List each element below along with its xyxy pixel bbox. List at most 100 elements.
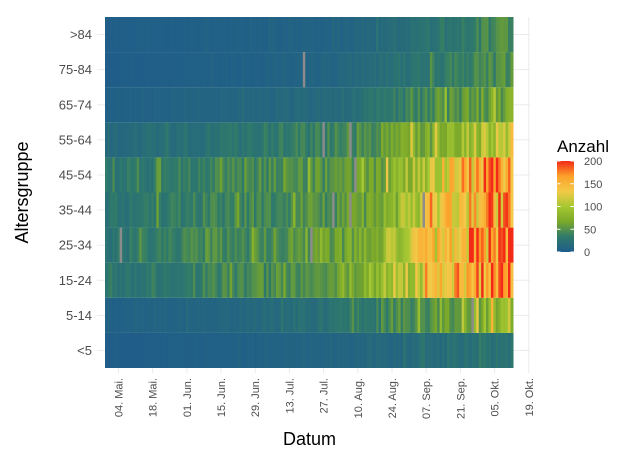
heatmap-cell: [129, 122, 133, 158]
heatmap-cell: [454, 262, 458, 298]
heatmap-cell: [417, 122, 421, 158]
y-tick-label: <5: [77, 343, 92, 358]
heatmap-cell: [144, 332, 148, 368]
heatmap-cell: [449, 122, 453, 158]
heatmap-cell: [126, 122, 131, 158]
heatmap-cell: [117, 332, 121, 368]
heatmap-cell: [244, 52, 248, 88]
heatmap-cell: [432, 332, 436, 368]
heatmap-cell: [476, 332, 480, 368]
heatmap-cell: [188, 227, 192, 263]
heatmap-cell: [398, 332, 402, 368]
heatmap-cell: [261, 17, 265, 53]
heatmap-cell: [405, 87, 409, 123]
heatmap-cell: [442, 262, 446, 298]
heatmap-cell: [146, 17, 150, 53]
heatmap-cell: [161, 157, 165, 193]
heatmap-cell: [508, 122, 512, 158]
heatmap-cell: [227, 87, 231, 123]
heatmap-cell: [168, 52, 172, 88]
heatmap-cell: [180, 87, 184, 123]
heatmap-cell: [383, 332, 387, 368]
heatmap-cell: [249, 87, 253, 123]
heatmap-cell: [183, 17, 187, 53]
heatmap-cell: [131, 192, 135, 228]
heatmap-cell: [481, 227, 485, 263]
heatmap-cell: [297, 52, 301, 88]
heatmap-cell: [175, 227, 179, 263]
heatmap-cell: [293, 262, 297, 298]
heatmap-cell: [146, 227, 150, 263]
heatmap-cell: [246, 227, 250, 263]
heatmap-cell: [134, 122, 138, 158]
heatmap-cell: [407, 157, 411, 193]
heatmap-cell: [427, 17, 431, 53]
heatmap-cell: [239, 192, 243, 228]
heatmap-cell: [119, 87, 123, 123]
heatmap-cell: [227, 262, 231, 298]
heatmap-cell: [461, 262, 465, 298]
heatmap-cell: [244, 157, 248, 193]
heatmap-cell: [239, 122, 243, 158]
x-tick-label: 21. Sep.: [455, 378, 467, 419]
heatmap-cell: [163, 87, 167, 123]
heatmap-cell: [388, 332, 392, 368]
heatmap-cell: [451, 157, 455, 193]
heatmap-cell: [158, 227, 162, 263]
heatmap-cell: [464, 192, 468, 228]
heatmap-cell: [251, 122, 255, 158]
heatmap-cell: [354, 192, 358, 228]
heatmap-cell: [219, 227, 223, 263]
heatmap-cell: [434, 122, 438, 158]
heatmap-cell: [183, 192, 187, 228]
heatmap-cell: [151, 227, 155, 263]
heatmap-cell: [151, 297, 155, 333]
heatmap-cell: [210, 332, 214, 368]
heatmap-cell: [163, 52, 167, 88]
heatmap-cell: [322, 297, 326, 333]
legend-colorbar: [557, 161, 574, 252]
heatmap-cell: [302, 17, 306, 53]
heatmap-cell: [503, 87, 507, 123]
heatmap-cell: [349, 122, 353, 158]
heatmap-cell: [161, 332, 165, 368]
heatmap-cell: [268, 262, 272, 298]
heatmap-cell: [263, 262, 267, 298]
heatmap-cell: [471, 192, 475, 228]
heatmap-cell: [410, 87, 414, 123]
heatmap-cell: [439, 87, 443, 123]
heatmap-cell: [117, 192, 121, 228]
heatmap-cell: [205, 332, 209, 368]
heatmap-cell: [473, 87, 477, 123]
heatmap-cell: [261, 297, 265, 333]
heatmap-cell: [195, 52, 199, 88]
heatmap-cell: [195, 297, 199, 333]
heatmap-cell: [420, 227, 424, 263]
heatmap-cell: [210, 227, 214, 263]
heatmap-cell: [161, 192, 165, 228]
heatmap-cell: [239, 52, 243, 88]
heatmap-cell: [112, 122, 116, 158]
heatmap-cell: [383, 192, 387, 228]
heatmap-cell: [136, 87, 140, 123]
heatmap-cell: [141, 227, 145, 263]
heatmap-cell: [444, 192, 448, 228]
heatmap-cell: [493, 227, 497, 263]
heatmap-cell: [461, 87, 465, 123]
heatmap-cell: [451, 297, 455, 333]
heatmap-cell: [317, 262, 321, 298]
heatmap-cell: [214, 17, 218, 53]
heatmap-cell: [161, 122, 165, 158]
heatmap-cell: [239, 87, 243, 123]
heatmap-cell: [217, 297, 221, 333]
heatmap-cell: [312, 157, 316, 193]
heatmap-cell: [190, 262, 194, 298]
heatmap-cell: [251, 192, 255, 228]
heatmap-cell: [385, 17, 389, 53]
heatmap-cell: [420, 87, 424, 123]
heatmap-cell: [371, 52, 375, 88]
heatmap-cell: [468, 122, 472, 158]
heatmap-cell: [322, 332, 326, 368]
heatmap-cell: [310, 157, 314, 193]
heatmap-cell: [180, 332, 184, 368]
